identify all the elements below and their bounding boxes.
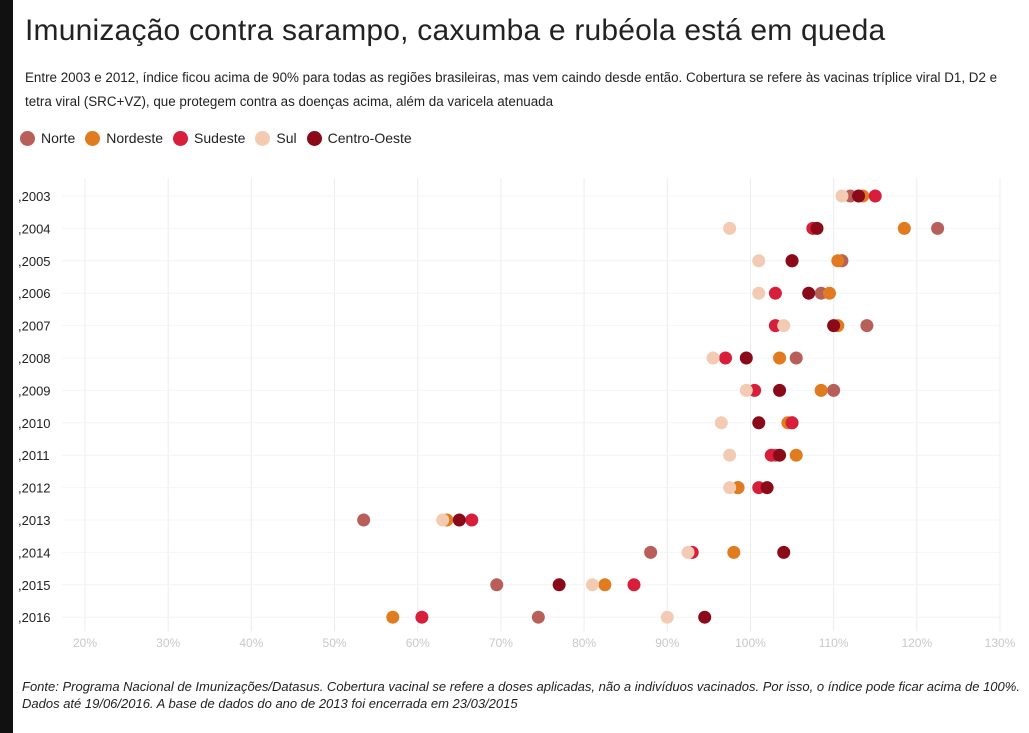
data-point-centro-oeste-2006	[802, 286, 816, 300]
y-tick-label: ,2011	[18, 448, 50, 463]
legend-swatch	[255, 130, 271, 146]
data-point-centro-oeste-2004	[810, 221, 824, 235]
legend-swatch	[20, 130, 35, 146]
y-tick-label: ,2016	[18, 610, 51, 625]
x-tick-label: 130%	[985, 636, 1016, 650]
data-point-nordeste-2015	[598, 578, 612, 592]
chart-subtitle: Entre 2003 e 2012, índice ficou acima de…	[25, 70, 998, 109]
x-tick-label: 120%	[901, 636, 932, 650]
data-point-sul-2009	[739, 383, 753, 397]
data-point-sul-2007	[777, 319, 791, 333]
data-point-sul-2014	[681, 545, 695, 559]
x-tick-label: 110%	[819, 636, 849, 650]
data-point-sul-2011	[723, 448, 737, 462]
legend-item-centro-oeste: Centro-Oeste	[306, 130, 412, 146]
y-tick-label: ,2015	[18, 578, 51, 593]
data-point-centro-oeste-2005	[785, 254, 799, 268]
data-point-centro-oeste-2012	[760, 481, 774, 495]
y-tick-label: ,2013	[18, 513, 51, 528]
data-point-norte-2004	[931, 221, 945, 235]
legend-label: Nordeste	[106, 130, 164, 146]
data-point-norte-2016	[531, 610, 545, 624]
data-point-sul-2012	[723, 481, 737, 495]
data-point-nordeste-2016	[386, 610, 400, 624]
source-note: Fonte: Programa Nacional de Imunizações/…	[22, 679, 1020, 711]
y-tick-label: ,2005	[18, 254, 51, 269]
data-point-sul-2008	[706, 351, 720, 365]
data-point-nordeste-2004	[897, 221, 911, 235]
data-point-nordeste-2005	[831, 254, 845, 268]
y-tick-label: ,2014	[18, 545, 51, 560]
y-tick-label: ,2012	[18, 481, 51, 496]
dot-plot-chart: 20% 30% 40% 50% 60% 70% 80% 90% 100% 110% 120% 130%…	[18, 178, 1016, 650]
data-point-sudeste-2013	[465, 513, 479, 527]
data-point-sul-2016	[660, 610, 674, 624]
data-point-centro-oeste-2003	[852, 189, 866, 203]
x-tick-label: 100%	[735, 636, 766, 650]
data-point-norte-2015	[490, 578, 504, 592]
data-point-centro-oeste-2010	[752, 416, 766, 430]
data-point-sudeste-2008	[719, 351, 732, 365]
data-point-norte-2013	[357, 513, 371, 527]
y-tick-label: ,2009	[18, 383, 51, 398]
legend-label: Sudeste	[194, 130, 246, 146]
legend-swatch	[306, 130, 322, 146]
y-tick-label: ,2008	[18, 351, 51, 366]
legend-label: Centro-Oeste	[327, 130, 412, 146]
data-point-centro-oeste-2015	[552, 578, 566, 592]
x-tick-label: 50%	[323, 636, 347, 650]
x-tick-label: 40%	[239, 636, 263, 650]
x-tick-label: 20%	[73, 636, 97, 650]
data-point-centro-oeste-2011	[773, 448, 787, 462]
data-point-sudeste-2006	[768, 286, 782, 300]
y-tick-label: ,2004	[18, 221, 51, 236]
data-point-sul-2015	[585, 578, 599, 592]
data-point-centro-oeste-2007	[827, 319, 841, 333]
data-point-sul-2010	[714, 416, 728, 430]
y-tick-label: ,2003	[18, 189, 51, 204]
data-point-centro-oeste-2009	[773, 383, 787, 397]
x-tick-label: 80%	[572, 636, 596, 650]
x-tick-label: 60%	[406, 636, 430, 650]
data-point-sudeste-2015	[627, 578, 641, 592]
legend-item-norte: Norte	[20, 130, 75, 146]
legend-item-sudeste: Sudeste	[173, 130, 245, 146]
legend-swatch	[85, 130, 101, 146]
data-point-sudeste-2003	[868, 189, 882, 203]
legend-swatch	[173, 130, 189, 146]
data-point-sudeste-2010	[785, 416, 799, 430]
left-accent-bar	[0, 0, 13, 733]
x-tick-label: 90%	[655, 636, 679, 650]
data-point-sul-2013	[436, 513, 450, 527]
y-tick-label: ,2007	[18, 319, 51, 334]
data-point-sul-2004	[723, 221, 737, 235]
legend: Norte Nordeste Sudeste Sul Centro-Oeste	[20, 130, 422, 146]
data-point-norte-2009	[827, 383, 841, 397]
data-point-sul-2003	[835, 189, 849, 203]
data-point-norte-2008	[789, 351, 803, 365]
data-point-centro-oeste-2016	[698, 610, 712, 624]
data-point-nordeste-2014	[727, 545, 741, 559]
x-tick-label: 30%	[156, 636, 180, 650]
data-point-centro-oeste-2008	[739, 351, 753, 365]
legend-item-nordeste: Nordeste	[85, 130, 163, 146]
legend-label: Norte	[41, 130, 76, 146]
data-point-centro-oeste-2014	[777, 545, 791, 559]
y-tick-label: ,2006	[18, 286, 51, 301]
legend-label: Sul	[276, 130, 297, 146]
data-point-centro-oeste-2013	[452, 513, 466, 527]
data-point-sul-2006	[752, 286, 766, 300]
data-point-nordeste-2009	[814, 383, 828, 397]
data-point-nordeste-2011	[789, 448, 803, 462]
y-tick-label: ,2010	[18, 416, 51, 431]
data-point-nordeste-2006	[822, 286, 836, 300]
data-point-sul-2005	[752, 254, 766, 268]
data-point-norte-2014	[644, 545, 658, 559]
data-point-nordeste-2008	[773, 351, 787, 365]
legend-item-sul: Sul	[255, 130, 297, 146]
chart-title: Imunização contra sarampo, caxumba e rub…	[25, 14, 886, 47]
data-point-sudeste-2016	[415, 610, 429, 624]
x-tick-label: 70%	[489, 636, 513, 650]
data-point-norte-2007	[860, 319, 874, 333]
